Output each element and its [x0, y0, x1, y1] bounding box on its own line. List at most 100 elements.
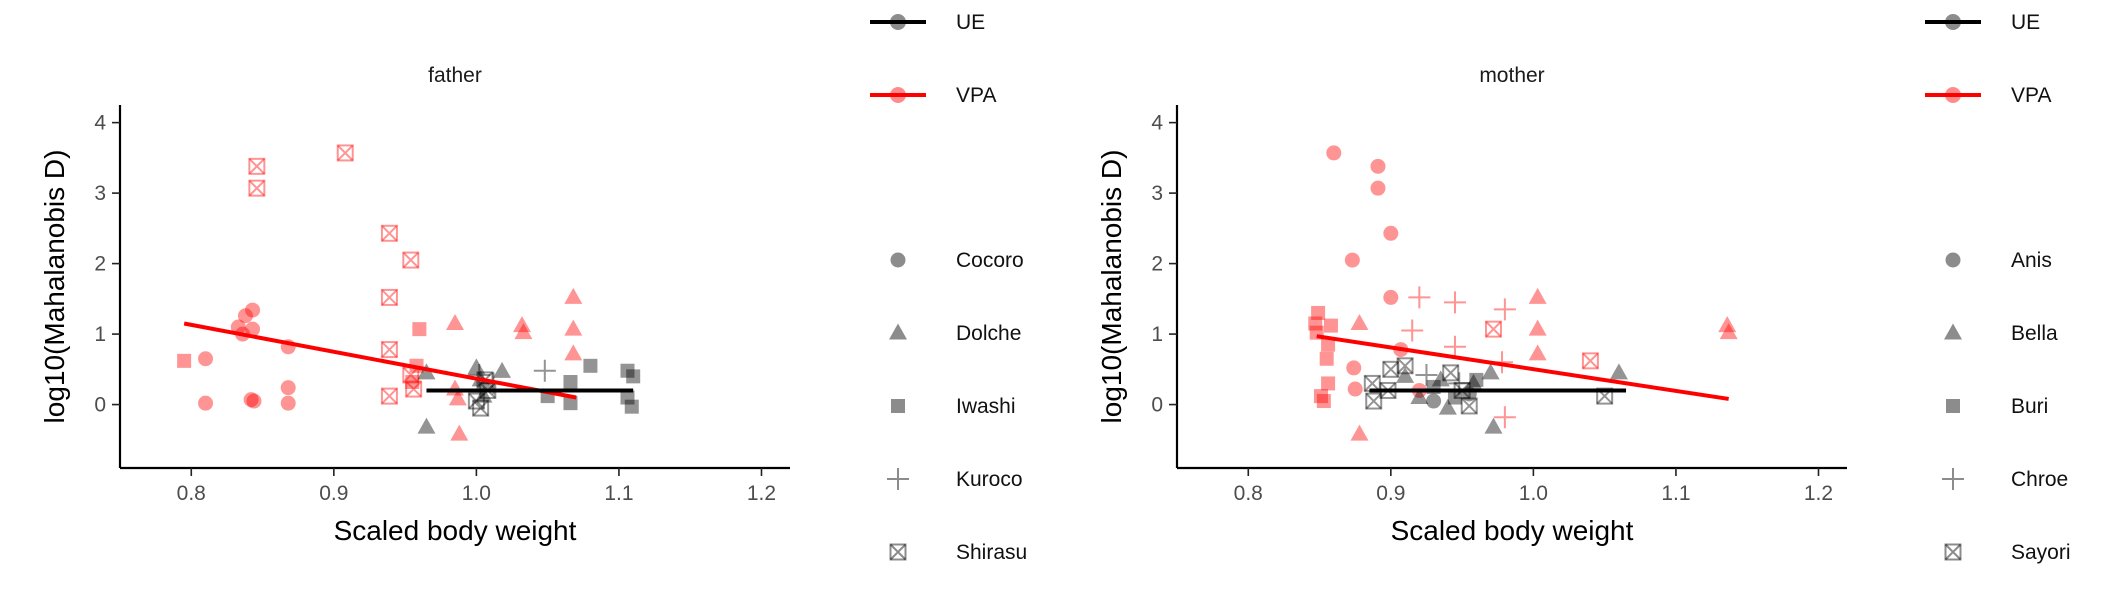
- legend-dot: [890, 14, 906, 30]
- legend-symbol-glyph: [1945, 252, 1961, 268]
- legend-symbol: [1944, 543, 1962, 561]
- data-point-shirasu-glyph-box: [405, 380, 423, 398]
- data-point-anis: [1326, 145, 1342, 161]
- x-tick-label: 0.8: [1234, 482, 1263, 505]
- data-point-bella: [1719, 323, 1738, 340]
- data-point-buri-glyph: [1313, 389, 1328, 404]
- data-point-iwashi-glyph: [563, 375, 578, 390]
- data-point-bella-glyph: [1719, 323, 1738, 340]
- data-point-shirasu-glyph-box: [472, 399, 490, 417]
- data-point-kuroco-glyph: [468, 363, 491, 386]
- legend-symbol: [891, 399, 905, 413]
- x-tick-label: 1.2: [747, 482, 776, 505]
- data-point-bella-glyph: [1528, 287, 1547, 304]
- data-point-bella: [1350, 424, 1369, 441]
- data-point-sayori-glyph-x: [1461, 397, 1478, 415]
- x-tick-label: 1.0: [462, 482, 491, 505]
- data-point-shirasu: [380, 341, 398, 359]
- data-point-iwashi-glyph: [626, 369, 641, 384]
- y-tick-label: 0: [1151, 394, 1163, 417]
- data-point-sayori-glyph-x: [1382, 361, 1400, 378]
- data-point-shirasu: [248, 179, 266, 197]
- data-point-iwashi: [412, 322, 427, 337]
- fit-line-vpa: [1316, 334, 1729, 401]
- data-point-cocoro-glyph: [230, 319, 246, 335]
- data-point-iwashi-glyph: [412, 322, 427, 337]
- data-point-sayori-glyph-box: [1396, 357, 1414, 375]
- data-point-shirasu-glyph-box: [380, 341, 398, 359]
- legend-symbol: [1944, 323, 1962, 340]
- data-point-bella: [1464, 373, 1483, 390]
- data-point-dolche-glyph: [417, 417, 436, 434]
- legend-item-ue: UE: [870, 11, 985, 34]
- data-point-buri-glyph: [1469, 372, 1484, 387]
- legend-item-vpa: VPA: [1925, 84, 2051, 107]
- legend-label: VPA: [956, 84, 996, 107]
- data-point-shirasu-glyph-box: [336, 144, 354, 162]
- data-point-chroe: [1443, 291, 1466, 314]
- data-point-bella-glyph: [1481, 363, 1500, 380]
- data-point-dolche: [474, 386, 493, 403]
- data-point-anis-glyph: [1347, 381, 1363, 397]
- data-point-chroe: [1443, 335, 1466, 358]
- data-point-bella-glyph: [1438, 398, 1457, 415]
- legend-item-iwashi: Iwashi: [891, 395, 1016, 418]
- data-point-bella: [1410, 388, 1429, 405]
- legend-symbol: [1945, 252, 1961, 268]
- data-point-cocoro: [245, 321, 261, 337]
- legend: UE VPA Cocoro Dolche Iwashi Kuroco Shirasu: [870, 11, 1027, 564]
- data-point-buri-glyph: [1319, 351, 1334, 366]
- data-point-shirasu: [380, 387, 398, 405]
- data-point-buri: [1321, 376, 1336, 391]
- data-point-anis: [1344, 252, 1360, 268]
- legend-symbol: [889, 323, 907, 340]
- panel-father: father 0.8 0.9 1.0 1.1 1.2 0 1 2 3 4 Scaled body we…: [39, 11, 1027, 564]
- legend: UE VPA Anis Bella Buri Chroe Sayori: [1925, 11, 2071, 564]
- legend-label: Anis: [2011, 249, 2052, 272]
- legend-label: VPA: [2011, 84, 2051, 107]
- legend-symbol-glyph-x: [889, 543, 907, 561]
- panel-title: mother: [1479, 64, 1544, 87]
- legend-label: UE: [2011, 11, 2040, 34]
- legend-label: Dolche: [956, 322, 1021, 345]
- data-point-anis: [1426, 393, 1442, 409]
- data-point-shirasu-glyph-x: [468, 392, 485, 410]
- y-tick-label: 2: [1151, 253, 1163, 276]
- legend-item-chroe: Chroe: [1942, 468, 2068, 491]
- data-point-bella: [1528, 287, 1547, 304]
- data-point-bella-glyph: [1528, 344, 1547, 361]
- data-point-shirasu-glyph-x: [381, 289, 398, 306]
- data-point-dolche: [448, 389, 467, 406]
- legend-symbol-glyph-box: [1944, 543, 1962, 561]
- legend-symbol: [889, 543, 907, 561]
- data-point-cocoro: [246, 393, 262, 409]
- legend-item-shirasu: Shirasu: [889, 541, 1027, 564]
- data-point-shirasu: [467, 392, 485, 410]
- data-point-bella-glyph: [1718, 316, 1737, 333]
- data-point-cocoro: [245, 302, 261, 318]
- data-point-dolche: [513, 316, 531, 333]
- x-tick-label: 0.8: [177, 482, 206, 505]
- panel-mother: mother 0.8 0.9 1.0 1.1 1.2 0 1 2 3 4 Scaled body we…: [1096, 11, 2071, 564]
- data-point-kuroco: [533, 359, 556, 382]
- legend-symbol-glyph: [887, 468, 909, 490]
- data-point-cocoro: [230, 319, 246, 335]
- data-point-sayori: [1442, 364, 1460, 382]
- legend-item-ue: UE: [1925, 11, 2040, 34]
- data-point-buri: [1311, 305, 1326, 320]
- data-point-buri: [1308, 316, 1323, 331]
- data-point-dolche: [564, 344, 583, 361]
- data-point-bella: [1609, 363, 1628, 380]
- data-point-cocoro-glyph: [246, 393, 262, 409]
- data-point-dolche-glyph: [450, 424, 469, 441]
- data-point-dolche-glyph: [493, 361, 512, 378]
- legend-item-buri: Buri: [1946, 395, 2048, 418]
- data-point-dolche: [446, 314, 464, 331]
- y-tick-label: 3: [94, 182, 106, 205]
- data-point-sayori: [1581, 352, 1599, 370]
- data-point-bella: [1438, 398, 1457, 415]
- data-point-dolche-glyph: [564, 344, 583, 361]
- data-point-cocoro-glyph: [280, 395, 296, 411]
- data-point-dolche-glyph: [564, 287, 583, 304]
- legend-symbol: [1942, 468, 1964, 490]
